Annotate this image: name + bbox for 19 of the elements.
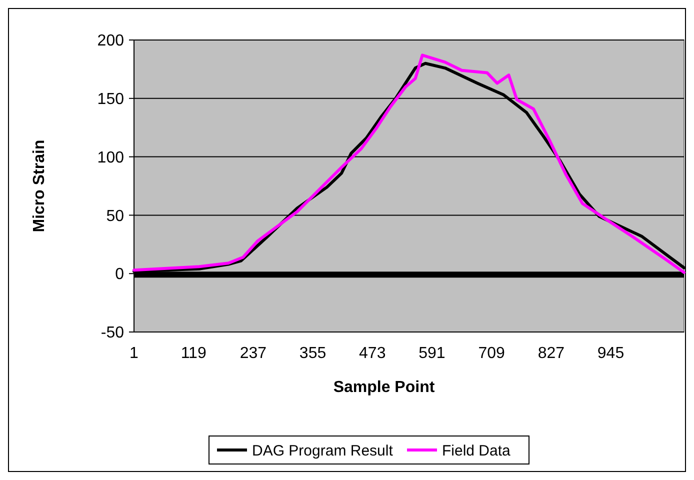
legend-label: DAG Program Result	[252, 442, 394, 460]
y-axis-title: Micro Strain	[31, 140, 48, 232]
y-tick-label: 150	[97, 91, 124, 108]
x-tick-label: 473	[359, 345, 386, 362]
x-axis-title: Sample Point	[333, 379, 436, 396]
y-tick-label: 0	[115, 266, 124, 284]
x-tick-label: 355	[299, 345, 326, 362]
x-tick-label: 827	[538, 345, 565, 362]
x-tick-label: 1	[130, 345, 139, 362]
legend-label: Field Data	[442, 442, 512, 460]
y-tick-label: 100	[97, 149, 124, 166]
x-tick-label: 709	[478, 345, 506, 362]
x-tick-label: 237	[240, 345, 267, 362]
y-tick-label: 50	[106, 208, 124, 225]
x-tick-label: 945	[597, 345, 624, 362]
y-tick-label: 200	[97, 32, 124, 50]
y-tick-label: -50	[100, 324, 124, 342]
x-tick-label: 591	[418, 345, 446, 362]
x-tick-label: 119	[180, 345, 206, 362]
